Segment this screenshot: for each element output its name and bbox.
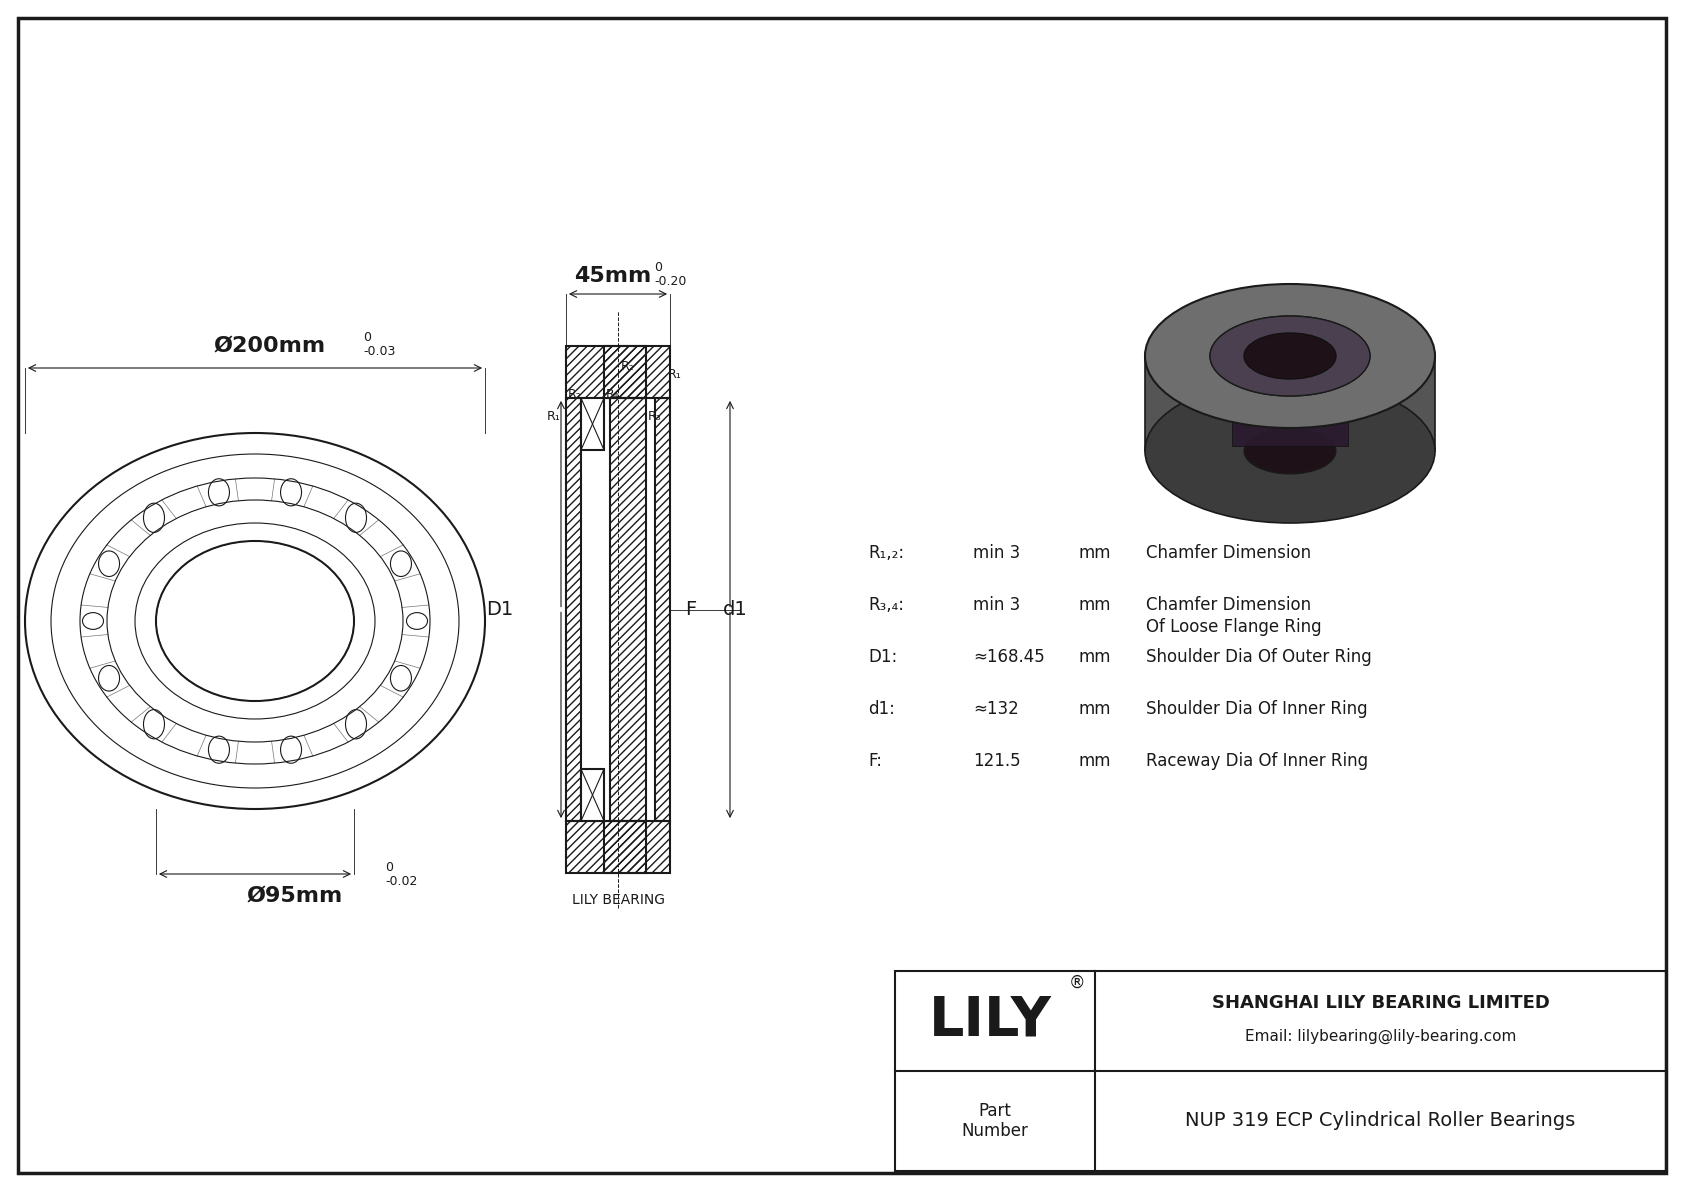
Bar xyxy=(605,821,647,873)
Text: Shoulder Dia Of Inner Ring: Shoulder Dia Of Inner Ring xyxy=(1147,700,1367,718)
Text: R₄: R₄ xyxy=(606,388,620,401)
Ellipse shape xyxy=(1211,316,1371,395)
Text: d1:: d1: xyxy=(867,700,894,718)
Text: D1:: D1: xyxy=(867,648,898,666)
Text: R₂: R₂ xyxy=(568,388,581,401)
Text: -0.02: -0.02 xyxy=(386,875,418,888)
Text: Email: lilybearing@lily-bearing.com: Email: lilybearing@lily-bearing.com xyxy=(1244,1028,1516,1043)
Text: Shoulder Dia Of Outer Ring: Shoulder Dia Of Outer Ring xyxy=(1147,648,1372,666)
Text: 0: 0 xyxy=(653,261,662,274)
Text: 121.5: 121.5 xyxy=(973,752,1021,771)
Text: 45mm: 45mm xyxy=(574,266,652,286)
Text: mm: mm xyxy=(1078,544,1110,562)
Bar xyxy=(566,821,670,873)
Bar xyxy=(605,347,647,398)
Bar xyxy=(566,398,581,821)
Polygon shape xyxy=(1145,356,1435,451)
Text: Chamfer Dimension: Chamfer Dimension xyxy=(1147,544,1312,562)
Text: Ø200mm: Ø200mm xyxy=(214,336,327,356)
Text: mm: mm xyxy=(1078,596,1110,615)
Text: -0.20: -0.20 xyxy=(653,275,687,288)
Text: Chamfer Dimension: Chamfer Dimension xyxy=(1147,596,1312,615)
Text: SHANGHAI LILY BEARING LIMITED: SHANGHAI LILY BEARING LIMITED xyxy=(1211,994,1549,1012)
Bar xyxy=(655,398,670,821)
Text: R₃,₄:: R₃,₄: xyxy=(867,596,904,615)
Text: mm: mm xyxy=(1078,700,1110,718)
Text: min 3: min 3 xyxy=(973,596,1021,615)
Text: R₁: R₁ xyxy=(547,410,561,423)
Bar xyxy=(894,971,1665,1171)
Text: F:: F: xyxy=(867,752,882,771)
Ellipse shape xyxy=(1145,283,1435,428)
Ellipse shape xyxy=(1244,333,1335,379)
Text: LILY: LILY xyxy=(928,994,1051,1048)
Text: D1: D1 xyxy=(485,600,514,619)
Bar xyxy=(566,347,670,398)
Text: -0.03: -0.03 xyxy=(364,345,396,358)
Text: 0: 0 xyxy=(364,331,370,344)
Text: min 3: min 3 xyxy=(973,544,1021,562)
Text: F: F xyxy=(685,600,695,619)
Text: ≈132: ≈132 xyxy=(973,700,1019,718)
Text: Ø95mm: Ø95mm xyxy=(248,886,344,906)
Text: Part
Number: Part Number xyxy=(962,1102,1029,1141)
Bar xyxy=(610,398,647,821)
Text: ≈168.45: ≈168.45 xyxy=(973,648,1044,666)
Text: Of Loose Flange Ring: Of Loose Flange Ring xyxy=(1147,618,1322,636)
Ellipse shape xyxy=(1145,379,1435,523)
Text: NUP 319 ECP Cylindrical Roller Bearings: NUP 319 ECP Cylindrical Roller Bearings xyxy=(1186,1111,1576,1130)
Text: mm: mm xyxy=(1078,752,1110,771)
Text: R₁,₂:: R₁,₂: xyxy=(867,544,904,562)
Text: ®: ® xyxy=(1069,974,1084,992)
Ellipse shape xyxy=(1244,428,1335,474)
Polygon shape xyxy=(1233,361,1347,445)
Text: d1: d1 xyxy=(722,600,748,619)
Text: R₁: R₁ xyxy=(669,368,682,380)
Bar xyxy=(581,769,605,821)
Ellipse shape xyxy=(1211,316,1371,395)
Ellipse shape xyxy=(158,542,352,699)
Text: mm: mm xyxy=(1078,648,1110,666)
Text: Raceway Dia Of Inner Ring: Raceway Dia Of Inner Ring xyxy=(1147,752,1367,771)
Text: 0: 0 xyxy=(386,861,392,874)
Text: R₃: R₃ xyxy=(648,410,662,423)
Bar xyxy=(581,398,605,450)
Text: LILY BEARING: LILY BEARING xyxy=(571,893,665,908)
Text: R₂: R₂ xyxy=(621,360,635,373)
Ellipse shape xyxy=(1244,333,1335,379)
